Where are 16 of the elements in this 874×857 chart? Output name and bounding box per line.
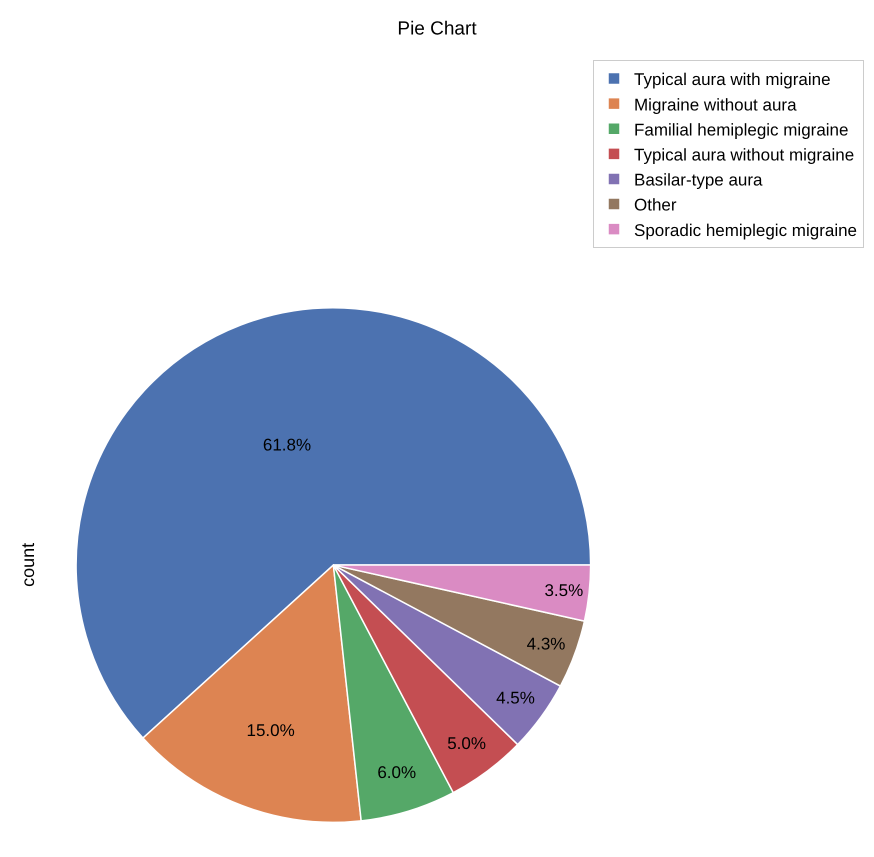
legend-label: Other bbox=[634, 196, 677, 215]
data-label: 3.5% bbox=[544, 580, 584, 600]
legend-label: Typical aura with migraine bbox=[634, 70, 831, 90]
data-label: 4.5% bbox=[496, 688, 535, 708]
legend-label: Typical aura without migraine bbox=[634, 145, 854, 164]
data-label: 61.8% bbox=[262, 436, 312, 455]
data-label: 6.0% bbox=[377, 762, 416, 782]
chart-title: Pie Chart bbox=[397, 18, 478, 40]
data-label: 15.0% bbox=[246, 721, 295, 740]
legend-label: Sporadic hemiplegic migraine bbox=[634, 220, 858, 240]
data-label: 5.0% bbox=[447, 734, 486, 753]
text: count bbox=[18, 542, 38, 587]
legend-label: Basilar-type aura bbox=[634, 170, 764, 190]
legend-label: Migraine without aura bbox=[634, 95, 798, 114]
legend-label: Familial hemiplegic migraine bbox=[634, 120, 848, 140]
data-label: 4.3% bbox=[526, 634, 566, 654]
